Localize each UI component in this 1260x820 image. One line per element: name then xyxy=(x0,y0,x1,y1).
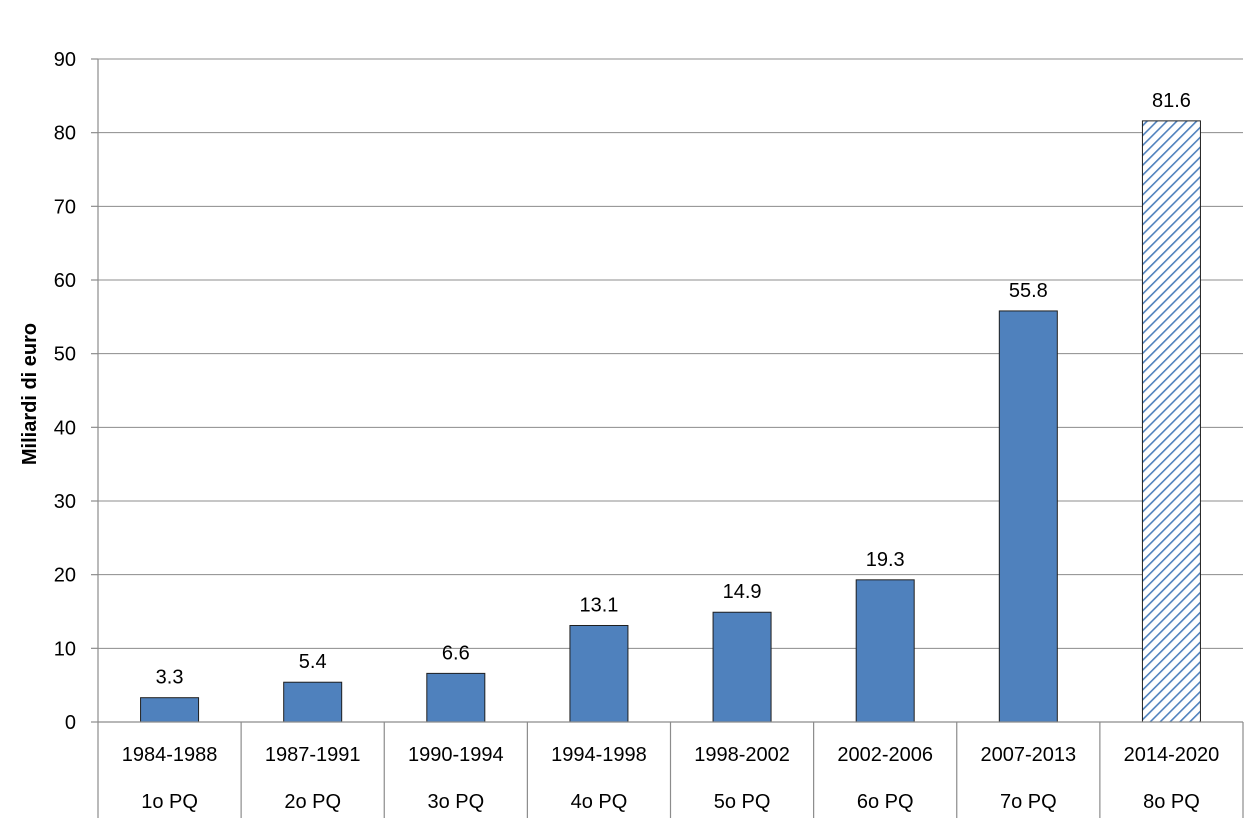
y-tick-label: 40 xyxy=(54,417,76,439)
y-tick-label: 60 xyxy=(54,270,76,292)
y-tick-label: 10 xyxy=(54,638,76,660)
y-tick-label: 90 xyxy=(54,49,76,71)
bar-2007-2013 xyxy=(998,310,1058,723)
bars xyxy=(140,120,1201,723)
y-tick-label: 80 xyxy=(54,123,76,145)
bar-1998-2002 xyxy=(712,611,772,723)
data-label: 6.6 xyxy=(442,642,470,664)
bar-1990-1994 xyxy=(426,672,486,723)
data-label: 13.1 xyxy=(579,594,618,616)
data-label: 5.4 xyxy=(299,651,327,673)
bar-1987-1991 xyxy=(283,681,343,723)
x-sub-tick-label: 3o PQ xyxy=(427,791,484,813)
x-sub-tick-label: 4o PQ xyxy=(571,791,628,813)
x-tick-label: 2002-2006 xyxy=(837,744,933,766)
bar-1994-1998 xyxy=(569,624,629,723)
x-sub-tick-label: 2o PQ xyxy=(284,791,341,813)
axes xyxy=(91,58,1244,818)
x-tick-label: 2007-2013 xyxy=(980,744,1076,766)
x-tick-label: 1984-1988 xyxy=(122,744,218,766)
y-tick-label: 50 xyxy=(54,344,76,366)
data-label: 55.8 xyxy=(1009,280,1048,302)
x-tick-label: 1987-1991 xyxy=(265,744,361,766)
x-tick-label: 1990-1994 xyxy=(408,744,504,766)
y-axis-label: Miliardi di euro xyxy=(19,323,41,465)
bar-1984-1988 xyxy=(140,697,200,723)
x-tick-label: 1998-2002 xyxy=(694,744,790,766)
y-tick-label: 30 xyxy=(54,491,76,513)
x-sub-tick-label: 7o PQ xyxy=(1000,791,1057,813)
gridlines xyxy=(98,58,1243,649)
y-tick-label: 0 xyxy=(65,712,76,734)
bar-2014-2020 xyxy=(1141,120,1201,723)
x-tick-label: 2014-2020 xyxy=(1124,744,1220,766)
data-label: 14.9 xyxy=(723,581,762,603)
x-sub-tick-label: 8o PQ xyxy=(1143,791,1200,813)
data-label: 81.6 xyxy=(1152,90,1191,112)
x-sub-tick-label: 5o PQ xyxy=(714,791,771,813)
x-sub-tick-label: 1o PQ xyxy=(141,791,198,813)
x-sub-tick-label: 6o PQ xyxy=(857,791,914,813)
data-label: 19.3 xyxy=(866,549,905,571)
data-label: 3.3 xyxy=(156,667,184,689)
bar-2002-2006 xyxy=(855,579,915,723)
x-tick-label: 1994-1998 xyxy=(551,744,647,766)
y-tick-label: 20 xyxy=(54,565,76,587)
labels: 0 10 20 30 40 50 60 70 80 90 3.3 1984-1988 1o PQ 5.4 1… xyxy=(54,49,1220,813)
y-tick-label: 70 xyxy=(54,196,76,218)
